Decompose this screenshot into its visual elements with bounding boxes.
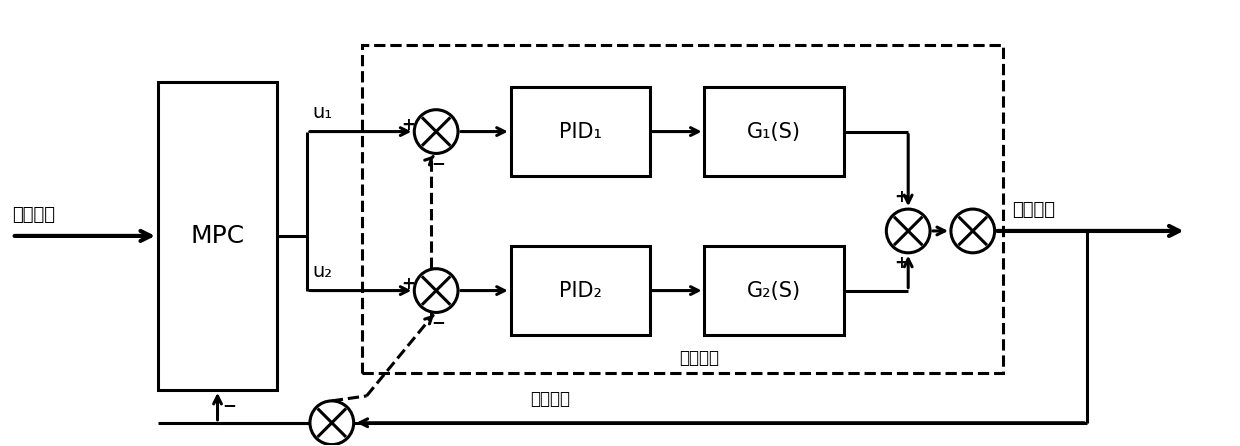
- Text: −: −: [222, 396, 237, 414]
- Text: 目标轨迹: 目标轨迹: [12, 206, 55, 224]
- Text: 输出反馈: 输出反馈: [531, 390, 570, 408]
- Text: G₁(S): G₁(S): [746, 122, 801, 141]
- FancyBboxPatch shape: [511, 87, 650, 176]
- FancyBboxPatch shape: [704, 87, 843, 176]
- Text: u₂: u₂: [312, 262, 332, 281]
- Text: +: +: [402, 275, 415, 293]
- Text: +: +: [402, 116, 415, 134]
- Text: +: +: [895, 254, 909, 272]
- Text: G₂(S): G₂(S): [746, 281, 801, 301]
- Text: MPC: MPC: [191, 224, 244, 248]
- Text: 实际轨迹: 实际轨迹: [1013, 201, 1055, 219]
- Text: u₁: u₁: [312, 103, 332, 122]
- Text: +: +: [895, 188, 909, 206]
- FancyBboxPatch shape: [157, 82, 278, 390]
- Circle shape: [887, 209, 930, 253]
- Text: 内环系统: 内环系统: [680, 349, 719, 367]
- Circle shape: [951, 209, 994, 253]
- Circle shape: [414, 110, 458, 153]
- Text: PID₁: PID₁: [559, 122, 601, 141]
- Text: −: −: [432, 154, 445, 172]
- Text: PID₂: PID₂: [559, 281, 601, 301]
- FancyBboxPatch shape: [511, 246, 650, 335]
- Circle shape: [414, 268, 458, 313]
- Circle shape: [310, 401, 353, 445]
- Text: −: −: [432, 314, 445, 331]
- FancyBboxPatch shape: [704, 246, 843, 335]
